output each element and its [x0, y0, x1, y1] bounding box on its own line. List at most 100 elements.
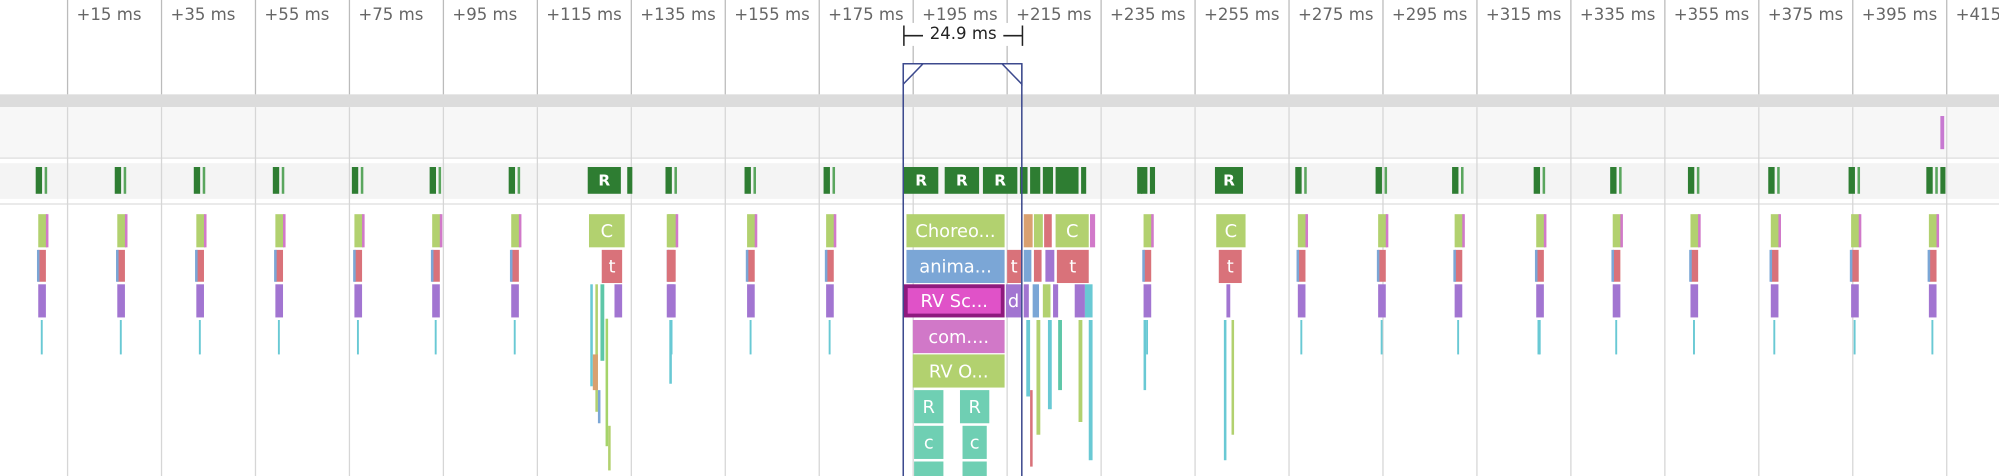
frame-bar [114, 167, 122, 194]
slice [1143, 214, 1153, 248]
slice [40, 319, 43, 355]
thread-slice-label: RV O... [929, 361, 989, 382]
frame-bar [1935, 167, 1938, 194]
slice [833, 214, 837, 248]
slice [1928, 249, 1937, 282]
slice [196, 249, 204, 282]
tick-label: +195 ms [922, 5, 998, 24]
slice [354, 214, 364, 248]
thread-slice-label: R [923, 397, 935, 418]
thread-slice [912, 319, 1005, 354]
slice [511, 249, 519, 282]
thread-slice [1056, 249, 1089, 284]
slice [608, 425, 611, 471]
frame-bar [272, 167, 280, 194]
slice [1032, 284, 1040, 318]
slice [283, 214, 286, 248]
thread-slice-label: t [1069, 257, 1076, 278]
thread-slice [959, 390, 990, 424]
slice [1297, 284, 1306, 318]
frame-bar [508, 167, 516, 194]
slice [511, 214, 521, 248]
slice [666, 214, 675, 248]
frame-bar [193, 167, 201, 194]
slice [1462, 214, 1465, 248]
slice [754, 214, 758, 248]
slice [1143, 319, 1147, 391]
tick-label: +415 [1956, 5, 1999, 24]
tick-label: +255 ms [1204, 5, 1280, 24]
grid: +15 ms +35 ms +55 ms +75 ms +95 ms +115 ms +13… [66, 0, 1999, 476]
frame-bar [744, 167, 751, 194]
frame-bar [823, 167, 830, 194]
slice [198, 319, 201, 355]
tick-label: +15 ms [76, 5, 141, 24]
slice [1853, 319, 1856, 355]
slice [1045, 249, 1055, 282]
slice [1940, 116, 1945, 150]
thread-slice [962, 425, 987, 459]
slice [669, 319, 672, 384]
slice [1928, 284, 1937, 318]
tick-label: +115 ms [546, 5, 622, 24]
frame-bar [832, 167, 836, 194]
frame-bar [1533, 167, 1541, 194]
thread-slice-label: RV Sc... [921, 291, 988, 312]
slice [1936, 214, 1940, 248]
slice [509, 249, 513, 282]
slice [745, 249, 749, 282]
slice [274, 249, 277, 282]
slice [1612, 214, 1622, 248]
thread-slice-label: R [968, 397, 980, 418]
thread-slice-label: C [601, 221, 613, 242]
slice [1042, 284, 1051, 318]
slice [1231, 319, 1235, 435]
frame-slice-label: R [598, 172, 610, 190]
slice [1615, 319, 1618, 355]
slice [119, 319, 122, 355]
slice [1151, 214, 1154, 248]
header-shadow [0, 94, 1999, 108]
slice [1146, 319, 1149, 355]
measure-bg [902, 22, 1024, 46]
tick-label: +175 ms [828, 5, 904, 24]
slice [38, 249, 46, 282]
slice [1297, 214, 1307, 248]
frame-slice [903, 167, 939, 194]
slice [962, 461, 987, 476]
frame-bar [360, 167, 364, 194]
frame-bar [1295, 167, 1302, 194]
thread-slice-label: t [1227, 257, 1234, 278]
slice [430, 249, 434, 282]
slice [1537, 319, 1541, 355]
frame-bar [1375, 167, 1382, 194]
slice [1026, 319, 1031, 397]
frame-bar [1848, 167, 1855, 194]
tick-label: +235 ms [1110, 5, 1186, 24]
slice [1457, 319, 1460, 355]
frame-bar [1926, 167, 1933, 194]
slice [1769, 249, 1773, 282]
slice [1023, 284, 1029, 318]
thread-slice [914, 425, 944, 459]
tick-label: +295 ms [1392, 5, 1468, 24]
slice [1689, 249, 1692, 282]
measure-label: 24.9 ms [930, 24, 997, 43]
slice [275, 214, 285, 248]
slice [666, 284, 675, 318]
slice [1534, 249, 1538, 282]
slice [1453, 249, 1456, 282]
slice [1851, 284, 1859, 318]
slice [1074, 284, 1085, 318]
slice [124, 214, 128, 248]
slice [45, 214, 49, 248]
tick-label: +95 ms [452, 5, 517, 24]
slice [38, 284, 46, 318]
slice [1928, 214, 1938, 248]
frame-slice-label: R [1223, 172, 1235, 190]
thread-slice-label: d [1008, 291, 1019, 312]
frame-bar [1619, 167, 1622, 194]
slice [1047, 319, 1052, 410]
tick-label: +335 ms [1580, 5, 1656, 24]
